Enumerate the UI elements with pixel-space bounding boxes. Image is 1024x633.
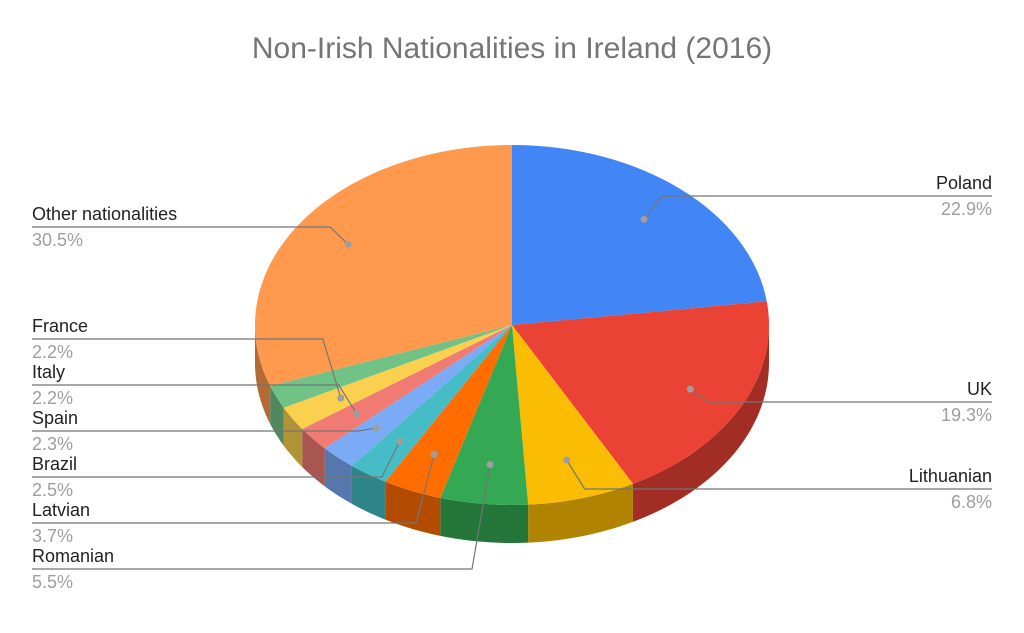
slice-other-nationalities[interactable] xyxy=(254,145,512,386)
slice-percent-uk: 19.3% xyxy=(941,405,992,425)
leader-dot-italy xyxy=(353,410,361,418)
leader-lines xyxy=(32,195,992,570)
slice-brazil[interactable] xyxy=(351,325,512,482)
leader-line-spain xyxy=(32,427,377,432)
slice-percent-other-nationalities: 30.5% xyxy=(32,230,83,250)
slice-side-uk xyxy=(632,325,769,522)
slice-percent-lithuanian: 6.8% xyxy=(951,492,992,512)
slice-italy[interactable] xyxy=(302,325,512,449)
slice-percent-brazil: 2.5% xyxy=(32,480,73,500)
slice-romanian[interactable] xyxy=(440,325,529,505)
slice-uk[interactable] xyxy=(512,301,770,484)
leader-line-italy xyxy=(32,384,358,415)
slice-percent-poland: 22.9% xyxy=(941,199,992,219)
leader-line-romanian xyxy=(32,464,491,570)
leader-dot-romanian xyxy=(486,461,494,469)
leader-dot-france xyxy=(337,394,345,402)
leader-dot-uk xyxy=(686,385,694,393)
slice-percent-italy: 2.2% xyxy=(32,388,73,408)
slice-side-romanian xyxy=(440,497,529,543)
leader-dot-lithuanian xyxy=(563,456,571,464)
slice-side-other-nationalities xyxy=(255,325,271,424)
slice-side-latvian xyxy=(385,481,441,536)
slice-latvian[interactable] xyxy=(385,325,512,498)
slice-label-france: France xyxy=(32,316,88,336)
slice-spain[interactable] xyxy=(324,325,512,466)
slice-side-spain xyxy=(324,448,352,504)
slice-unlabeled-9[interactable] xyxy=(270,325,512,408)
leader-line-uk xyxy=(689,388,992,403)
slice-percent-france: 2.2% xyxy=(32,342,73,362)
leader-dot-poland xyxy=(640,215,648,223)
slice-france[interactable] xyxy=(283,325,512,429)
leader-line-lithuanian xyxy=(566,459,992,490)
leader-dot-brazil xyxy=(396,437,404,445)
slice-side-italy xyxy=(302,428,325,487)
slice-label-other-nationalities: Other nationalities xyxy=(32,204,177,224)
slice-label-brazil: Brazil xyxy=(32,454,77,474)
leader-line-latvian xyxy=(32,454,435,524)
chart-title: Non-Irish Nationalities in Ireland (2016… xyxy=(252,32,772,65)
leader-line-poland xyxy=(643,195,992,220)
leader-dot-spain xyxy=(372,424,380,432)
slice-percent-latvian: 3.7% xyxy=(32,526,73,546)
leader-dot-latvian xyxy=(430,450,438,458)
slice-percent-romanian: 5.5% xyxy=(32,572,73,592)
slice-label-spain: Spain xyxy=(32,408,78,428)
slice-labels: Poland 22.9% UK 19.3% Lithuanian 6.8% Romanian… xyxy=(32,173,992,592)
leader-line-france xyxy=(32,338,342,399)
slice-side-lithuanian xyxy=(528,483,633,543)
slice-side-france xyxy=(283,407,303,467)
leader-line-brazil xyxy=(32,441,401,478)
slice-label-romanian: Romanian xyxy=(32,546,114,566)
slice-label-latvian: Latvian xyxy=(32,500,90,520)
slice-poland[interactable] xyxy=(512,145,767,325)
slice-label-uk: UK xyxy=(967,379,992,399)
slice-label-poland: Poland xyxy=(936,173,992,193)
leader-dot-other-nationalities xyxy=(344,240,352,248)
pie-sides xyxy=(255,325,769,543)
slice-side-brazil xyxy=(351,465,386,520)
leader-line-other-nationalities xyxy=(32,226,349,245)
pie-top xyxy=(254,145,770,505)
slice-label-lithuanian: Lithuanian xyxy=(909,466,992,486)
slice-lithuanian[interactable] xyxy=(512,325,633,505)
slice-label-italy: Italy xyxy=(32,362,65,382)
slice-percent-spain: 2.3% xyxy=(32,434,73,454)
